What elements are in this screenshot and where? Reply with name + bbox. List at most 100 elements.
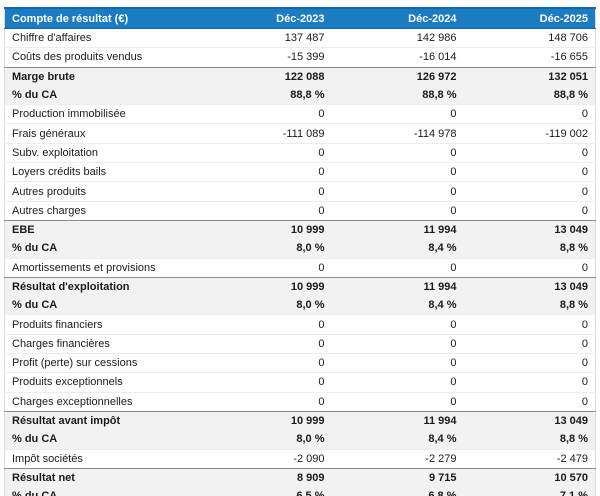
row-value: 0 [318,376,325,389]
table-row: EBE 10 999 11 994 13 049 [4,220,596,240]
row-value: 8,4 % [428,433,457,446]
row-label: Coûts des produits vendus [12,51,143,64]
row-value: 126 972 [416,70,457,83]
row-value: 13 049 [554,224,588,237]
row-value: 0 [318,166,325,179]
row-value: 11 994 [423,415,457,428]
row-value: 11 994 [423,281,457,293]
row-value: 0 [450,166,457,179]
row-value: -15 399 [287,51,325,64]
table-row: % du CA 8,0 % 8,4 % 8,8 % [4,239,596,259]
row-value: 0 [450,395,457,408]
row-value: 0 [450,376,457,389]
row-value: -2 479 [556,452,588,465]
row-value: 0 [318,337,325,350]
row-value: 8,8 % [559,433,588,446]
table-row: Résultat avant impôt 10 999 11 994 13 04… [4,411,596,431]
row-label: Résultat d'exploitation [12,281,130,293]
row-value: 8 909 [296,471,325,484]
table-row: Subv. exploitation 0 0 0 [4,143,596,163]
income-statement-table: Compte de résultat (€) Déc-2023 Déc-2024… [4,7,596,496]
row-value: 0 [581,337,588,350]
table-row: Charges exceptionnelles 0 0 0 [4,392,596,412]
row-value: 88,8 % [290,89,325,102]
row-label: Charges exceptionnelles [12,395,133,408]
row-value: 88,8 % [553,89,588,102]
row-value: 8,8 % [559,299,588,312]
row-label: Production immobilisée [12,108,126,121]
row-label: Produits financiers [12,318,103,331]
table-row: Loyers crédits bails 0 0 0 [4,162,596,182]
row-value: 6,5 % [200,487,332,496]
row-value: -114 978 [413,127,457,140]
row-value: 8,4 % [428,242,457,255]
table-row: Chiffre d'affaires 137 487 142 986 148 7… [4,28,596,48]
row-value: 8,0 % [296,433,325,446]
row-value: 0 [581,318,588,331]
table-row: Résultat d'exploitation 10 999 11 994 13… [4,277,596,297]
row-value: 11 994 [423,224,457,237]
table-body: Chiffre d'affaires 137 487 142 986 148 7… [4,28,596,496]
row-value: 13 049 [554,281,588,293]
table-row: Charges financières 0 0 0 [4,334,596,354]
row-value: 13 049 [554,415,588,428]
row-value: 0 [450,357,457,370]
row-value: 0 [450,261,457,274]
row-label: Marge brute [12,70,75,83]
row-value: 0 [581,108,588,121]
header-row: Compte de résultat (€) Déc-2023 Déc-2024… [4,7,596,29]
row-value: 0 [318,357,325,370]
row-value: 7,1 % [464,487,596,496]
income-statement-report: Compte de résultat (€) Déc-2023 Déc-2024… [4,7,596,496]
table-row: Amortissements et provisions 0 0 0 [4,258,596,278]
row-label: % du CA [12,299,58,312]
row-value: 0 [318,146,325,159]
table-row: Coûts des produits vendus -15 399 -16 01… [4,47,596,68]
row-label: Loyers crédits bails [12,166,107,179]
row-value: 0 [450,108,457,121]
row-value: 0 [450,204,457,217]
row-label: Autres produits [12,185,86,198]
row-value: 88,8 % [422,89,457,102]
row-label: % du CA [12,89,58,102]
table-row: Production immobilisée 0 0 0 [4,104,596,124]
row-value: 0 [581,185,588,198]
row-value: 9 715 [428,471,457,484]
row-value: 0 [318,261,325,274]
row-value: 0 [318,318,325,331]
row-value: 0 [318,204,325,217]
row-value: 132 051 [548,70,588,83]
row-value: 0 [581,357,588,370]
row-label: EBE [12,224,35,237]
row-value: 0 [318,185,325,198]
row-value: 148 706 [548,32,588,45]
row-label: Autres charges [12,204,86,217]
row-value: -16 655 [550,51,588,64]
table-header: Compte de résultat (€) Déc-2023 Déc-2024… [4,7,596,29]
row-value: 8,8 % [559,242,588,255]
column-header-dec-2023: Déc-2023 [199,7,332,29]
row-value: 8,4 % [428,299,457,312]
row-label: Résultat net [12,471,75,484]
table-row: % du CA 88,8 % 88,8 % 88,8 % [4,85,596,105]
row-value: 137 487 [284,32,325,45]
row-value: 0 [581,204,588,217]
row-value: 0 [581,146,588,159]
row-label: % du CA [12,242,58,255]
table-row: Profit (perte) sur cessions 0 0 0 [4,353,596,373]
row-value: 0 [581,166,588,179]
row-value: 0 [450,318,457,331]
row-value: 10 999 [290,224,325,237]
table-row: Impôt sociétés -2 090 -2 279 -2 479 [4,449,596,469]
row-value: 10 999 [290,281,325,293]
table-row: Autres produits 0 0 0 [4,181,596,202]
row-value: 0 [318,108,325,121]
row-label: Chiffre d'affaires [12,32,92,45]
row-value: 142 986 [416,32,457,45]
row-label: % du CA [12,433,58,446]
row-label: Subv. exploitation [12,146,99,159]
row-value: 10 999 [290,415,325,428]
table-row: % du CA 6,5 % 6,8 % 7,1 % [4,487,596,496]
row-label: Amortissements et provisions [12,261,156,274]
table-row: Frais généraux -111 089 -114 978 -119 00… [4,123,596,144]
